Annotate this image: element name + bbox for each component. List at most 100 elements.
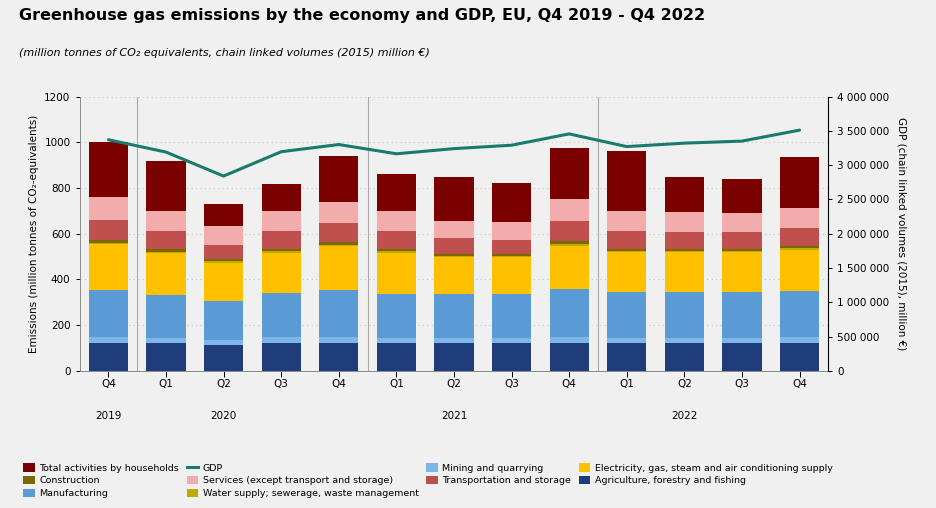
Bar [146,253,185,295]
Bar [261,251,300,252]
Bar [434,343,474,371]
Bar [549,244,589,245]
Bar [261,343,300,371]
Bar [492,256,531,258]
Bar [492,223,531,240]
Text: 2022: 2022 [671,411,697,421]
Bar [434,256,474,258]
Bar [665,251,704,252]
Bar [665,248,704,251]
Bar [204,204,243,227]
Bar [434,254,474,256]
Bar [89,197,128,220]
Bar [607,231,647,248]
Legend: Total activities by households, Construction, Manufacturing, GDP, Services (exce: Total activities by households, Construc… [23,463,833,498]
Text: 2020: 2020 [211,411,237,421]
Bar [89,240,128,243]
Bar [434,258,474,295]
Bar [319,242,358,245]
Bar [723,232,762,248]
Bar [204,339,243,344]
Bar [146,249,185,251]
Bar [492,240,531,255]
Bar [549,148,589,199]
Bar [204,259,243,261]
Bar [204,261,243,263]
Bar [377,231,416,249]
Bar [723,213,762,232]
Bar [665,343,704,371]
Bar [492,183,531,223]
Bar [204,344,243,371]
Bar [377,294,416,338]
Bar [607,292,647,338]
Bar [723,179,762,213]
Bar [549,337,589,343]
Bar [549,221,589,241]
Bar [261,249,300,251]
Bar [377,211,416,231]
Bar [723,252,762,292]
Bar [319,245,358,246]
Bar [434,177,474,220]
Bar [319,291,358,337]
Bar [146,161,185,211]
Bar [89,337,128,343]
Text: 2021: 2021 [441,411,467,421]
Bar [377,338,416,343]
Bar [723,343,762,371]
Bar [549,245,589,290]
Bar [146,232,185,249]
Bar [607,248,647,251]
Bar [665,338,704,343]
Bar [261,184,300,211]
Bar [780,337,819,343]
Bar [204,263,243,301]
Bar [549,343,589,371]
Bar [319,224,358,242]
Bar [780,157,819,208]
Bar [261,337,300,343]
Bar [434,338,474,343]
Bar [319,156,358,202]
Bar [319,337,358,343]
Bar [434,295,474,338]
Bar [146,251,185,253]
Bar [607,343,647,371]
Bar [607,151,647,211]
Bar [492,255,531,256]
Bar [723,338,762,343]
Bar [319,343,358,371]
Bar [723,292,762,338]
Bar [607,252,647,292]
Bar [780,343,819,371]
Bar [780,246,819,248]
Bar [204,301,243,339]
Bar [780,248,819,250]
Bar [377,249,416,251]
Bar [89,243,128,244]
Bar [549,290,589,337]
Bar [261,231,300,249]
Bar [665,212,704,232]
Bar [780,208,819,228]
Bar [377,343,416,371]
Bar [146,338,185,343]
Y-axis label: Emissions (million tonnes of CO₂-equivalents): Emissions (million tonnes of CO₂-equival… [29,115,38,353]
Bar [549,241,589,244]
Bar [665,232,704,248]
Bar [319,202,358,224]
Bar [261,252,300,293]
Bar [780,291,819,337]
Bar [607,338,647,343]
Bar [377,252,416,294]
Bar [492,343,531,371]
Bar [492,295,531,338]
Bar [146,211,185,232]
Text: Greenhouse gas emissions by the economy and GDP, EU, Q4 2019 - Q4 2022: Greenhouse gas emissions by the economy … [19,8,705,23]
Bar [665,252,704,292]
Text: (million tonnes of CO₂ equivalents, chain linked volumes (2015) million €): (million tonnes of CO₂ equivalents, chai… [19,48,430,58]
Bar [665,292,704,338]
Bar [607,251,647,252]
Bar [607,211,647,231]
